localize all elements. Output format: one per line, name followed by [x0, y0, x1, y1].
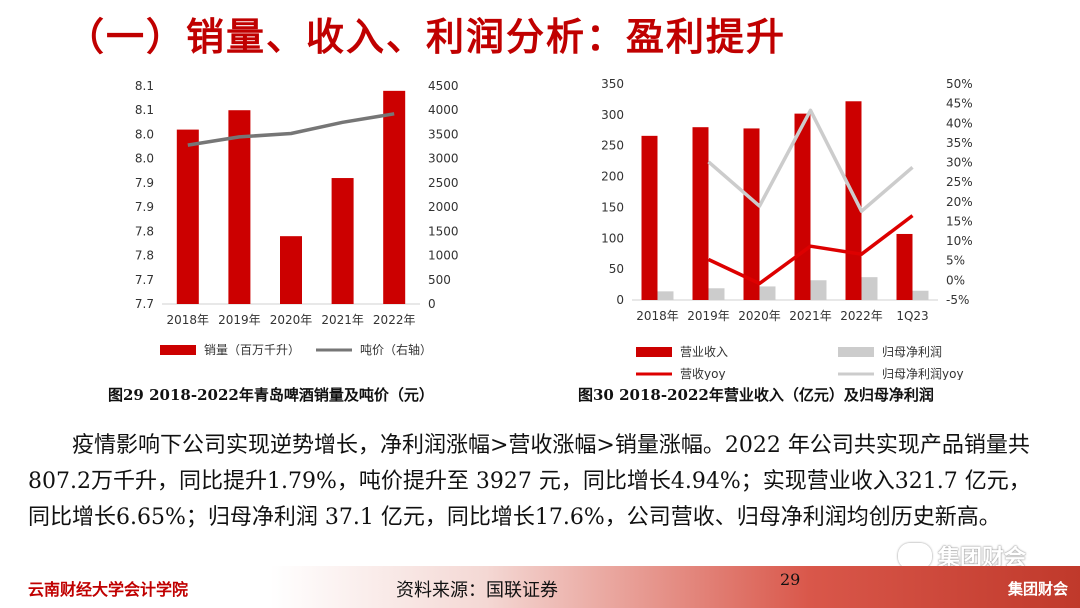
- y-left-tick-label: 8.0: [135, 127, 154, 141]
- legend-label-0: 营业收入: [680, 345, 728, 359]
- page-number: 29: [780, 570, 801, 589]
- footer-bar: 云南财经大学会计学院 资料来源：国联证券 29 集团财会: [0, 566, 1080, 608]
- y-right-tick-label: 2500: [428, 176, 459, 190]
- y-right-tick-label: 1000: [428, 249, 459, 263]
- y-right-tick-label: 45%: [946, 97, 973, 111]
- y-right-tick-label: 0%: [946, 273, 965, 287]
- y-left-tick-label: 7.8: [135, 224, 154, 238]
- bar-1-5: [912, 290, 929, 300]
- x-tick-label: 2022年: [373, 313, 416, 327]
- x-tick-label: 2020年: [738, 309, 781, 323]
- y-left-tick-label: 7.9: [135, 200, 154, 214]
- bar-0-0: [176, 129, 199, 304]
- y-right-tick-label: 30%: [946, 156, 973, 170]
- y-right-tick-label: 10%: [946, 234, 973, 248]
- footer-brand: 集团财会: [1007, 580, 1068, 598]
- legend-label-3: 归母净利润yoy: [882, 367, 964, 380]
- y-left-tick-label: 150: [601, 200, 624, 214]
- y-left-tick-label: 200: [601, 170, 624, 184]
- y-right-tick-label: 3000: [428, 152, 459, 166]
- x-tick-label: 2018年: [636, 309, 679, 323]
- line-series-1: [707, 108, 914, 213]
- bar-1-1: [708, 288, 725, 300]
- legend-label-1: 吨价（右轴）: [360, 342, 432, 357]
- legend-swatch-1: [838, 347, 874, 357]
- legend-swatch-0: [636, 347, 672, 357]
- y-left-tick-label: 300: [601, 108, 624, 122]
- y-right-tick-label: 0: [428, 297, 436, 311]
- line-series-0: [187, 112, 395, 147]
- paragraph-text: 疫情影响下公司实现逆势增长，净利润涨幅>营收涨幅>销量涨幅。2022 年公司共实…: [28, 433, 1031, 530]
- y-left-tick-label: 0: [616, 293, 624, 307]
- legend-label-0: 销量（百万千升）: [204, 343, 300, 357]
- bar-0-2: [280, 236, 302, 304]
- x-tick-label: 2018年: [167, 313, 210, 327]
- legend-label-1: 归母净利润: [882, 345, 942, 359]
- bar-0-4: [845, 101, 862, 300]
- y-right-tick-label: 5%: [946, 254, 965, 268]
- y-left-tick-label: 8.1: [135, 103, 154, 117]
- bar-0-1: [228, 110, 251, 304]
- y-left-tick-label: 250: [601, 139, 624, 153]
- y-left-tick-label: 350: [601, 77, 624, 91]
- chart-caption-29: 图29 2018-2022年青岛啤酒销量及吨价（元）: [108, 386, 434, 404]
- y-right-tick-label: 20%: [946, 195, 973, 209]
- bar-1-0: [657, 291, 674, 300]
- y-left-tick-label: 100: [601, 231, 624, 245]
- bar-0-5: [896, 233, 913, 300]
- y-left-tick-label: 7.8: [135, 249, 154, 263]
- y-right-tick-label: 35%: [946, 136, 973, 150]
- bar-0-4: [383, 90, 406, 304]
- legend-swatch-0: [160, 345, 196, 355]
- y-left-tick-label: 8.0: [135, 152, 154, 166]
- x-tick-label: 2021年: [321, 313, 364, 327]
- x-tick-label: 2019年: [687, 309, 730, 323]
- bar-0-1: [692, 127, 709, 300]
- y-right-tick-label: 15%: [946, 214, 973, 228]
- y-left-tick-label: 50: [609, 262, 624, 276]
- x-tick-label: 2019年: [218, 313, 261, 327]
- y-right-tick-label: 4500: [428, 79, 459, 93]
- sales-price-chart: 7.7 7.7 7.8 7.8 7.9 7.9 8.0 8.0 8.1 8.1 0 500 1000 15…: [135, 79, 459, 357]
- bar-0-3: [794, 113, 811, 300]
- x-tick-label: 2022年: [840, 309, 883, 323]
- footer-school: 云南财经大学会计学院: [28, 580, 189, 599]
- bar-0-2: [743, 128, 760, 300]
- y-right-tick-label: 4000: [428, 103, 459, 117]
- y-left-tick-label: 7.7: [135, 273, 154, 287]
- x-tick-label: 2020年: [270, 313, 313, 327]
- x-tick-label: 2021年: [789, 309, 832, 323]
- bar-1-4: [861, 277, 878, 300]
- y-left-tick-label: 7.9: [135, 176, 154, 190]
- bar-0-3: [331, 178, 354, 304]
- bar-1-3: [810, 280, 827, 300]
- x-tick-label: 1Q23: [896, 309, 928, 323]
- y-right-tick-label: 25%: [946, 175, 973, 189]
- line-series-0: [707, 214, 914, 286]
- legend-label-2: 营收yoy: [680, 367, 726, 380]
- y-right-tick-label: 1500: [428, 224, 459, 238]
- y-left-tick-label: 8.1: [135, 79, 154, 93]
- y-right-tick-label: 500: [428, 273, 451, 287]
- y-left-tick-label: 7.7: [135, 297, 154, 311]
- y-right-tick-label: 2000: [428, 200, 459, 214]
- body-paragraph: 疫情影响下公司实现逆势增长，净利润涨幅>营收涨幅>销量涨幅。2022 年公司共实…: [28, 428, 1038, 536]
- revenue-profit-chart: 0 50 100 150 200 250 300 350 -5% 0% 5% 10% 15% 20% 25%…: [601, 77, 973, 380]
- y-right-tick-label: 3500: [428, 127, 459, 141]
- y-right-tick-label: -5%: [946, 293, 969, 307]
- page-title: （一）销量、收入、利润分析：盈利提升: [66, 15, 787, 59]
- bar-0-0: [641, 135, 658, 300]
- y-right-tick-label: 50%: [946, 77, 973, 91]
- chart-caption-30: 图30 2018-2022年营业收入（亿元）及归母净利润: [578, 386, 934, 404]
- bar-1-2: [759, 286, 776, 300]
- y-right-tick-label: 40%: [946, 116, 973, 130]
- footer-source: 资料来源：国联证券: [396, 580, 558, 601]
